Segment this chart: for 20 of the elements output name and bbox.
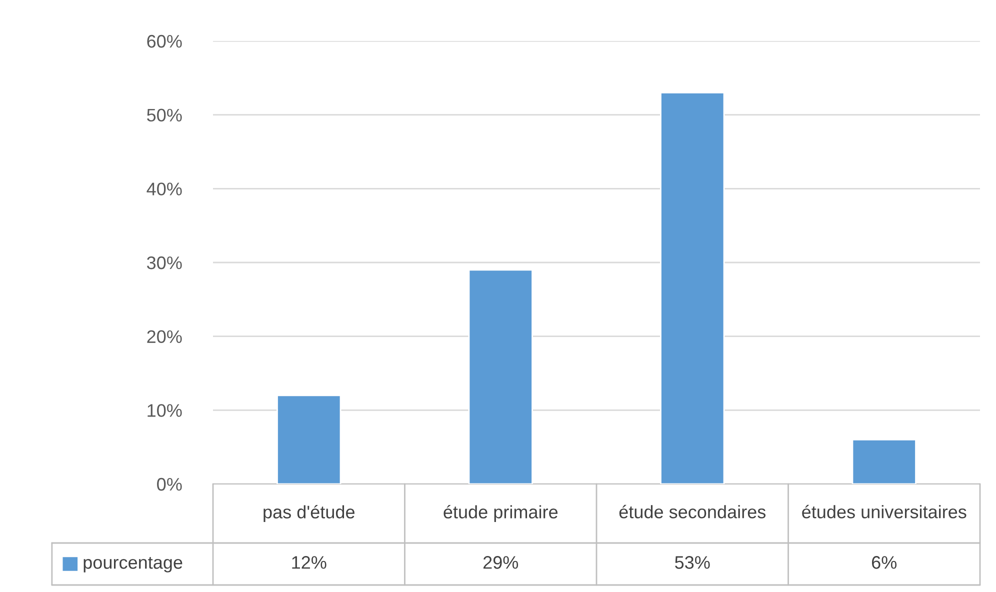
x-tick-label: étude primaire bbox=[444, 504, 558, 522]
x-tick-label: études universitaires bbox=[802, 504, 966, 518]
bar bbox=[276, 394, 342, 484]
bar bbox=[660, 92, 725, 484]
text: 12% bbox=[292, 556, 326, 569]
y-tick-label: 30% bbox=[146, 256, 182, 270]
bar bbox=[468, 269, 533, 484]
text: 6% bbox=[872, 556, 897, 569]
bar bbox=[852, 439, 916, 484]
x-tick-label: étude secondaires bbox=[619, 504, 766, 518]
y-tick-label: 50% bbox=[147, 108, 182, 122]
x-tick-label: pas d'étude bbox=[264, 504, 354, 522]
y-tick-label: 10% bbox=[148, 404, 182, 417]
text: 53% bbox=[675, 556, 710, 569]
y-tick-label: 20% bbox=[147, 330, 182, 344]
legend-label: pourcentage bbox=[84, 556, 182, 572]
y-tick-label: 60% bbox=[147, 34, 182, 48]
y-tick-label: 0% bbox=[157, 478, 182, 491]
text: 29% bbox=[483, 556, 518, 569]
y-tick-label: 40% bbox=[146, 182, 182, 196]
